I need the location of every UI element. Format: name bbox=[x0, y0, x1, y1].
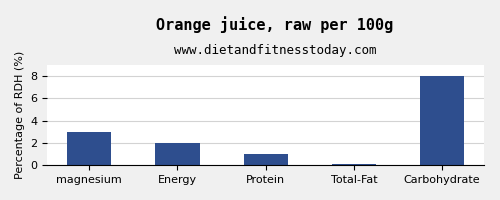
Bar bbox=[156, 143, 200, 165]
Bar bbox=[244, 154, 288, 165]
Y-axis label: Percentage of RDH (%): Percentage of RDH (%) bbox=[15, 51, 25, 179]
Bar bbox=[420, 76, 464, 165]
Text: www.dietandfitnesstoday.com: www.dietandfitnesstoday.com bbox=[174, 44, 376, 57]
Text: Orange juice, raw per 100g: Orange juice, raw per 100g bbox=[156, 16, 394, 33]
Bar bbox=[67, 132, 112, 165]
Bar bbox=[332, 164, 376, 165]
